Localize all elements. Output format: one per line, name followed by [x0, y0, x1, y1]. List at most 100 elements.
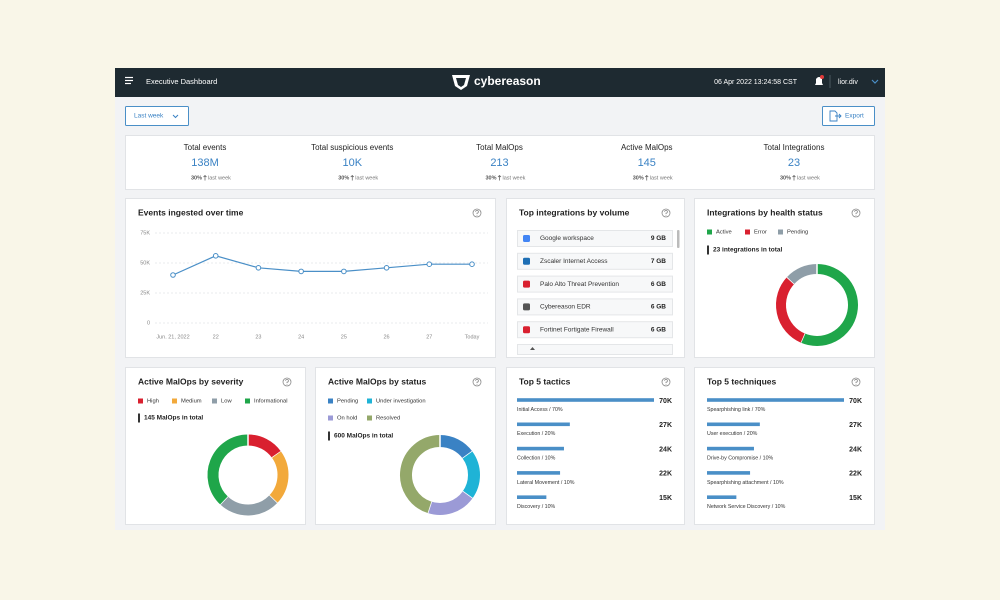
integration-row	[517, 344, 673, 355]
help-icon[interactable]	[851, 377, 861, 387]
donut-segment	[800, 264, 858, 346]
segment-gap	[219, 495, 229, 505]
legend-label: Informational	[254, 399, 288, 405]
legend-label: Pending	[787, 230, 808, 236]
total-bar	[328, 431, 330, 441]
bar-label: Collection / 10%	[517, 456, 556, 462]
kpi-value: 213	[490, 157, 508, 169]
integration-icon	[523, 257, 530, 265]
widget-card	[125, 198, 496, 358]
user-name[interactable]: lior.div	[838, 79, 858, 86]
integration-row[interactable]	[517, 230, 673, 247]
top-bar	[115, 68, 885, 97]
bell-icon[interactable]	[815, 77, 823, 85]
bar-label: Initial Access / 70%	[517, 407, 563, 413]
menu-icon[interactable]	[125, 76, 133, 85]
total-label: 23 integrations in total	[713, 247, 783, 254]
donut-segment	[439, 435, 473, 459]
integration-row[interactable]	[517, 321, 673, 339]
bar	[517, 398, 654, 402]
kpi-change: 30%	[780, 175, 791, 181]
integration-icon	[523, 303, 530, 311]
kpi-value: 23	[788, 157, 800, 169]
donut-segment	[220, 495, 278, 516]
integration-row[interactable]	[517, 275, 673, 293]
total-bar	[138, 413, 140, 423]
help-icon[interactable]	[472, 377, 482, 387]
integration-volume: 7 GB	[651, 258, 666, 265]
legend-label: Active	[716, 230, 732, 236]
help-glyph	[664, 210, 668, 216]
help-glyph	[285, 379, 289, 385]
donut-segment	[462, 451, 480, 499]
help-glyph	[854, 379, 858, 385]
help-icon[interactable]	[282, 377, 292, 387]
x-tick-label: 24	[298, 334, 304, 340]
page-title: Executive Dashboard	[146, 77, 217, 86]
datetime: 06 Apr 2022 13:24:58 CST	[714, 79, 798, 86]
x-tick-label: Today	[465, 334, 480, 340]
help-icon[interactable]	[661, 208, 671, 218]
widget-title: Active MalOps by status	[328, 376, 427, 386]
bell-badge	[820, 75, 824, 79]
donut-segment	[207, 434, 249, 505]
segment-gap	[271, 450, 282, 459]
help-icon[interactable]	[661, 377, 671, 387]
help-icon[interactable]	[472, 208, 482, 218]
export-icon	[829, 110, 842, 122]
bar-value: 27K	[849, 422, 862, 429]
up-arrow	[203, 175, 207, 181]
integration-volume: 6 GB	[651, 326, 666, 333]
scroll-up[interactable]	[530, 347, 535, 350]
period-dropdown[interactable]	[125, 106, 189, 126]
integration-icon	[523, 280, 530, 288]
x-tick-label: 27	[426, 334, 432, 340]
y-tick-label: 0	[147, 320, 150, 326]
bar-label: Spearphishing link / 70%	[707, 407, 766, 413]
x-tick-label: 22	[213, 334, 219, 340]
bar	[707, 422, 760, 427]
bar-value: 70K	[849, 398, 862, 405]
legend-label: Under investigation	[376, 399, 426, 405]
export-label[interactable]: Export	[845, 113, 864, 120]
bar	[517, 422, 570, 427]
line-point	[426, 261, 433, 268]
integration-row[interactable]	[517, 298, 673, 316]
bar	[707, 495, 737, 499]
bar-label: User execution / 20%	[707, 431, 758, 437]
bar	[517, 446, 564, 451]
donut-segment	[268, 451, 289, 504]
integration-name: Cybereason EDR	[540, 304, 591, 311]
y-tick-label: 75K	[140, 230, 150, 236]
kpi-change: 30%	[191, 175, 202, 181]
integration-icon	[523, 326, 530, 334]
line-point	[383, 265, 390, 271]
period-label[interactable]: Last week	[134, 113, 164, 120]
bar-value: 27K	[659, 422, 672, 429]
legend-label: Medium	[181, 399, 202, 405]
scrollbar	[677, 230, 680, 248]
kpi-value: 145	[638, 157, 656, 169]
kpi-change: 30%	[485, 175, 496, 181]
line-point	[341, 268, 347, 275]
logo-text: cybereason	[474, 74, 541, 88]
widget-title: Top 5 techniques	[707, 376, 777, 386]
kpi-value: 10K	[342, 157, 362, 169]
kpi-change-label: last week	[650, 175, 673, 181]
bar	[707, 446, 754, 451]
widget-card	[506, 367, 685, 525]
segment-gap	[799, 333, 806, 343]
integration-row[interactable]	[517, 252, 673, 270]
up-arrow	[792, 175, 796, 181]
help-icon[interactable]	[851, 208, 861, 218]
user-chevron[interactable]	[871, 79, 879, 84]
kpi-label: Total MalOps	[476, 143, 523, 152]
donut-segment	[400, 435, 441, 514]
legend-label: Error	[754, 230, 767, 236]
bar-value: 24K	[849, 446, 862, 453]
bar-label: Spearphishing attachment / 10%	[707, 480, 784, 486]
legend-swatch	[245, 398, 250, 404]
up-arrow	[645, 175, 649, 181]
legend-label: On hold	[337, 416, 357, 422]
